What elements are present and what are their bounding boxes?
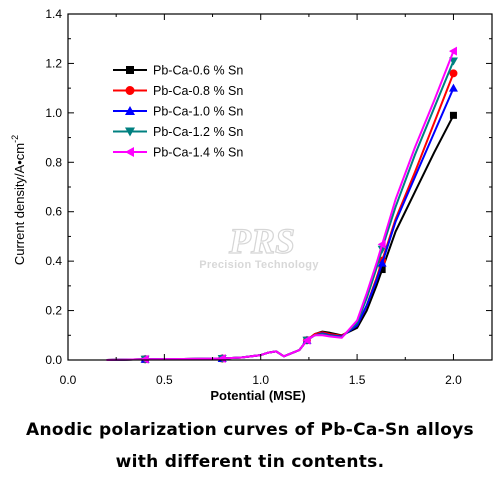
legend-label: Pb-Ca-1.0 % Sn [153,105,243,119]
y-axis-title: Current density/A•cm-2 [10,135,27,265]
x-axis-title: Potential (MSE) [210,388,305,403]
x-tick-label: 1.0 [252,373,269,387]
square-marker [449,111,457,119]
y-tick-label: 0.4 [45,254,62,268]
polarization-chart: PRS Precision Technology 0.0 0.5 1.0 1.5 2.0… [10,7,493,403]
legend-label: Pb-Ca-0.8 % Sn [153,84,243,98]
caption-line-2: with different tin contents. [115,452,385,472]
x-tick-label: 1.5 [349,373,366,387]
watermark-logo: PRS [228,221,295,261]
y-axis-title-exponent: -2 [10,135,20,143]
watermark-subtitle: Precision Technology [199,259,319,271]
axes-layer: 0.0 0.5 1.0 1.5 2.0 0.0 0.2 0.4 0.6 0.8 1.0 1.2 1.4 [45,7,493,387]
x-tick-label: 0.0 [60,373,77,387]
legend-item: Pb-Ca-0.8 % Sn [113,84,243,98]
caption-line-1: Anodic polarization curves of Pb-Ca-Sn a… [26,420,474,440]
y-tick-label: 0.6 [45,205,62,219]
x-tick-label: 0.5 [156,373,173,387]
legend-item: Pb-Ca-1.4 % Sn [113,146,243,160]
triangle-up-marker [448,83,458,92]
triangle-left-marker [377,239,386,249]
triangle-up-marker [125,106,135,115]
plot-frame [67,13,493,361]
y-tick-label: 1.0 [45,106,62,120]
legend-item: Pb-Ca-1.2 % Sn [113,125,243,139]
circle-marker [449,69,458,78]
triangle-left-marker [217,354,226,364]
y-tick-label: 0.0 [45,353,62,367]
legend: Pb-Ca-0.6 % Sn Pb-Ca-0.8 % Sn Pb-Ca-1.0 % … [113,64,243,160]
legend-item: Pb-Ca-1.0 % Sn [113,105,243,119]
y-tick-label: 1.2 [45,56,62,70]
triangle-up-marker [377,258,387,267]
square-marker [126,66,134,74]
y-tick-label: 0.2 [45,304,62,318]
legend-item: Pb-Ca-0.6 % Sn [113,64,243,78]
series-layer [106,46,458,364]
legend-label: Pb-Ca-1.2 % Sn [153,125,243,139]
triangle-left-marker [448,46,457,56]
y-tick-label: 0.8 [45,155,62,169]
watermark: PRS Precision Technology [199,220,319,271]
legend-label: Pb-Ca-0.6 % Sn [153,64,243,78]
legend-label: Pb-Ca-1.4 % Sn [153,146,243,160]
triangle-left-marker [125,147,134,157]
circle-marker [125,86,135,95]
triangle-left-marker [140,354,149,364]
y-axis-title-main: Current density/A•cm [12,143,27,265]
series-5 [106,46,457,364]
y-tick-label: 1.4 [45,7,62,21]
x-tick-label: 2.0 [445,373,462,387]
triangle-down-marker [125,127,135,137]
series-line [106,50,455,361]
triangle-left-marker [302,335,311,345]
square-marker [378,266,386,274]
